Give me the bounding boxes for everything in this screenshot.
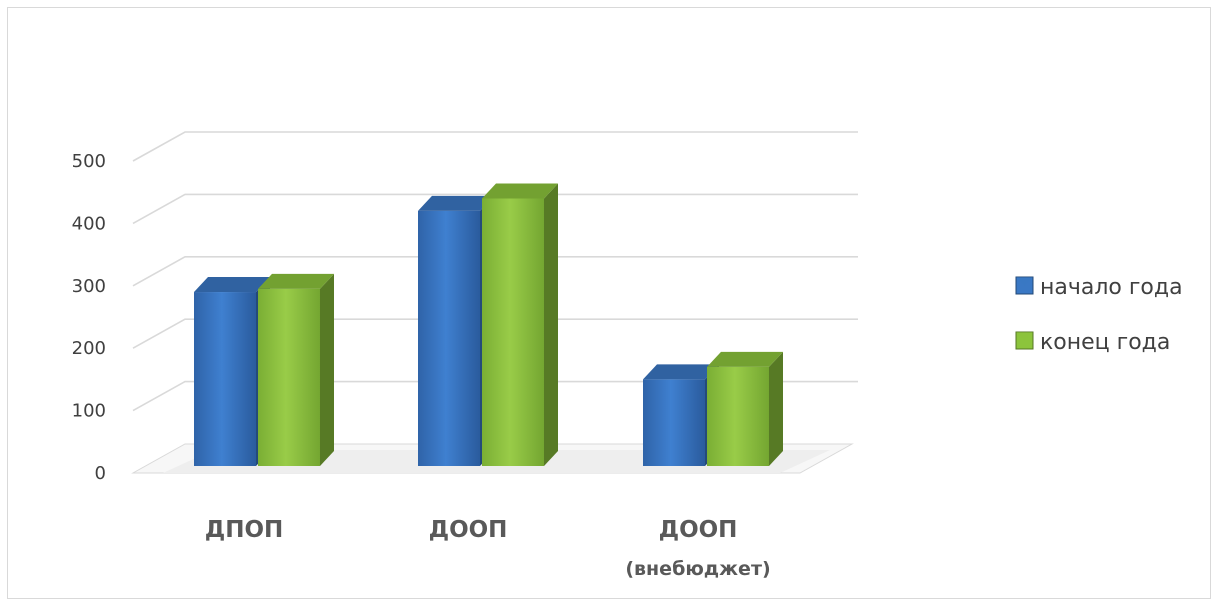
x-category-label: ДООП	[429, 517, 508, 543]
legend-item-1: конец года	[1015, 330, 1170, 355]
legend-swatch-shine	[1016, 332, 1033, 341]
legend: начало года конец года	[1015, 275, 1183, 355]
y-tick-label: 500	[72, 151, 106, 172]
legend-swatch	[1015, 276, 1034, 295]
bar-side	[320, 273, 334, 466]
y-tick-label: 0	[95, 463, 106, 484]
bar-top	[482, 183, 558, 199]
bar-side	[544, 183, 558, 466]
x-category-label: ДПОП	[205, 517, 284, 543]
bar-end-2	[707, 351, 783, 466]
bar-front	[707, 366, 769, 466]
legend-item-0: начало года	[1015, 275, 1183, 300]
bar-top	[194, 277, 270, 293]
gridline	[132, 131, 858, 162]
y-axis: 0 100 200 300 400 500	[72, 151, 106, 484]
bar-front	[418, 210, 480, 466]
bar-front	[258, 288, 320, 466]
legend-label: начало года	[1040, 275, 1183, 300]
gridline	[132, 256, 858, 287]
gridline	[132, 318, 858, 349]
legend-swatch-shine	[1016, 277, 1033, 286]
bar-top	[643, 364, 719, 380]
bar-top	[258, 273, 334, 289]
x-category-label: ДООП	[659, 517, 738, 543]
legend-label: конец года	[1040, 330, 1170, 355]
chart-area: 0 100 200 300 400 500 ДПОП ДООП ДООП (внебюджет)…	[7, 7, 1211, 599]
bar-front	[482, 198, 544, 466]
bar-end-0	[258, 273, 334, 466]
gridline	[132, 193, 858, 225]
x-axis: ДПОП ДООП ДООП (внебюджет)	[205, 517, 771, 580]
gridline	[132, 380, 858, 412]
bars	[194, 183, 783, 467]
bar-chart-3d: 0 100 200 300 400 500 ДПОП ДООП ДООП (внебюджет)…	[72, 131, 1183, 580]
bar-top	[707, 351, 783, 367]
gridlines	[132, 131, 858, 412]
y-tick-label: 400	[72, 213, 106, 234]
y-tick-label: 200	[72, 338, 106, 359]
bar-end-1	[482, 183, 558, 466]
y-tick-label: 300	[72, 276, 106, 297]
bar-front	[643, 379, 705, 466]
bar-top	[418, 195, 494, 211]
x-category-sublabel: (внебюджет)	[625, 558, 770, 580]
bar-side	[769, 351, 783, 466]
y-tick-label: 100	[72, 401, 106, 422]
legend-swatch	[1015, 331, 1034, 350]
bar-front	[194, 292, 256, 466]
